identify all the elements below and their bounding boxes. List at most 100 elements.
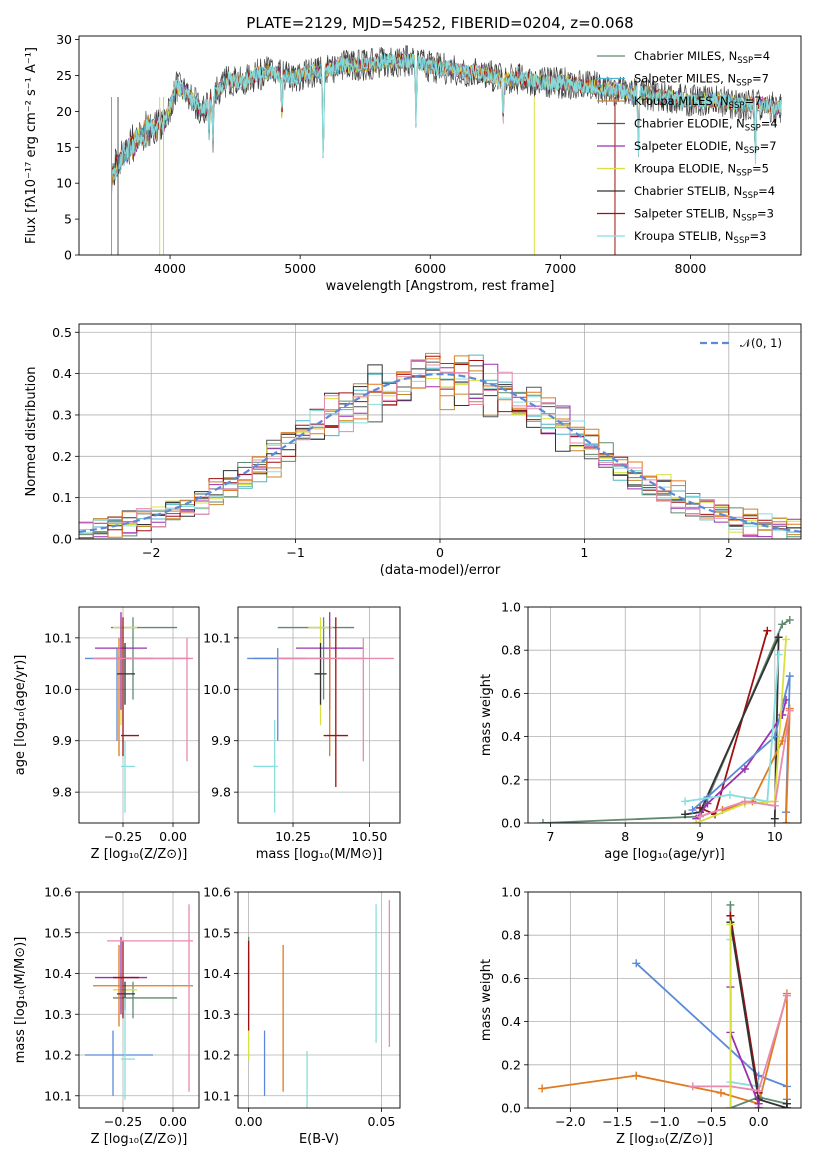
x-tick-label: 0.00 xyxy=(235,1114,263,1129)
mass-weight-point xyxy=(681,797,690,806)
y-tick-label: 0.0 xyxy=(52,532,72,547)
x-axis-label: Z [log₁₀(Z/Z⊙)] xyxy=(91,847,188,862)
y-tick-label: 10.6 xyxy=(203,885,231,900)
mass-weight-point xyxy=(770,814,779,823)
legend-entry-label: Salpeter MILES, NSSP=7 xyxy=(634,72,769,89)
x-axis-label: E(B-V) xyxy=(299,1132,339,1147)
legend-entry-label: Kroupa MILES, NSSP=7 xyxy=(634,94,761,111)
legend-entry-label: Kroupa ELODIE, NSSP=5 xyxy=(634,162,769,179)
legend-entry-name: Chabrier ELODIE, N xyxy=(634,117,745,131)
mass-weight-line-7 xyxy=(684,654,780,803)
mass-weight-line-9 xyxy=(699,710,791,818)
y-tick-label: 10.0 xyxy=(203,682,231,697)
legend-entry-subscript: SSP xyxy=(734,236,750,246)
y-tick-label: 10.6 xyxy=(44,885,72,900)
mass-weight-point xyxy=(740,797,749,806)
y-tick-label: 10.3 xyxy=(203,1007,231,1022)
legend-entry-count: =7 xyxy=(760,139,777,153)
plot-area xyxy=(85,612,193,813)
x-tick-label: 10.50 xyxy=(352,829,388,844)
mass-weight-point xyxy=(726,1104,735,1108)
plot-area xyxy=(538,615,794,823)
y-tick-label: 0.4 xyxy=(501,729,521,744)
panel-1: 4000 5000 6000 7000 8000 0 5 10 15 20 25 30 waveleng… xyxy=(24,14,802,294)
legend-entry-subscript: SSP xyxy=(742,191,758,201)
x-tick-label: 8000 xyxy=(675,261,707,276)
y-tick-label: 10.1 xyxy=(203,630,231,645)
histogram-series-11 xyxy=(79,359,801,539)
y-tick-label: 15 xyxy=(56,140,72,155)
x-tick-label: 0.00 xyxy=(159,829,187,844)
y-tick-label: 0 xyxy=(64,248,72,263)
y-tick-label: 0.6 xyxy=(501,686,521,701)
y-tick-label: 9.9 xyxy=(211,733,231,748)
plot-area xyxy=(538,900,791,1108)
y-tick-label: 0.2 xyxy=(52,449,72,464)
x-tick-label: 6000 xyxy=(414,261,446,276)
plot-area xyxy=(85,904,193,1100)
y-tick-label: 9.9 xyxy=(52,733,72,748)
legend-entry-name: Kroupa STELIB, N xyxy=(634,229,734,243)
mass-weight-point xyxy=(538,819,547,823)
y-tick-label: 9.8 xyxy=(52,785,72,800)
y-tick-label: 0.5 xyxy=(52,325,72,340)
axes-frame xyxy=(78,891,200,1109)
gaussian-reference-curve xyxy=(79,372,801,533)
axes-frame xyxy=(527,891,802,1109)
x-tick-label: −2.0 xyxy=(555,1114,585,1129)
panel-5: 7 8 9 10 0.0 0.2 0.4 0.6 0.8 1.0 age [log₁₀(age/yr… xyxy=(479,600,802,862)
legend-entry-subscript: SSP xyxy=(745,124,761,134)
x-tick-label: −1.0 xyxy=(649,1114,679,1129)
y-tick-label: 5 xyxy=(64,212,72,227)
y-tick-label: 0.2 xyxy=(501,772,521,787)
mass-weight-line-2 xyxy=(541,993,788,1108)
mass-weight-point xyxy=(754,1099,763,1108)
y-tick-label: 10.1 xyxy=(44,630,72,645)
plot-area xyxy=(247,900,391,1108)
y-tick-label: 20 xyxy=(56,104,72,119)
panel-2: −2 −1 0 1 2 0.0 0.1 0.2 0.3 0.4 0.5 (data-model)/er… xyxy=(24,323,802,578)
mass-weight-point xyxy=(778,620,787,629)
plot-area xyxy=(110,45,782,255)
axes-frame xyxy=(237,891,401,1109)
mass-weight-point xyxy=(632,1071,641,1080)
legend-entry-name: Kroupa MILES, N xyxy=(634,94,729,108)
x-axis-label: Z [log₁₀(Z/Z⊙)] xyxy=(616,1132,713,1147)
x-tick-label: −0.25 xyxy=(104,829,142,844)
panel-7: 0.00 0.05 10.1 10.2 10.3 10.4 10.5 10.6 E(B-V) xyxy=(203,885,401,1147)
x-tick-label: 1 xyxy=(580,545,588,560)
x-axis-label: wavelength [Angstrom, rest frame] xyxy=(326,279,555,294)
y-tick-label: 9.8 xyxy=(211,785,231,800)
legend-entry-subscript: SSP xyxy=(741,214,757,224)
x-axis-label: age [log₁₀(age/yr)] xyxy=(604,847,725,862)
x-tick-label: 0.00 xyxy=(159,1114,187,1129)
y-tick-label: 1.0 xyxy=(501,600,521,615)
legend-entry-name: Chabrier MILES, N xyxy=(634,49,737,63)
x-axis-label: Z [log₁₀(Z/Z⊙)] xyxy=(91,1132,188,1147)
mass-weight-point xyxy=(785,615,794,624)
spectrum-line-9 xyxy=(110,53,782,180)
legend-entry-label: Salpeter STELIB, NSSP=3 xyxy=(634,207,774,224)
legend-entry-subscript: SSP xyxy=(737,56,753,66)
legend-entry-subscript: SSP xyxy=(744,146,760,156)
chart-title: PLATE=2129, MJD=54252, FIBERID=0204, z=0… xyxy=(246,14,633,32)
y-tick-label: 0.4 xyxy=(501,1014,521,1029)
panel-8: −2.0 −1.5 −1.0 −0.5 0.0 0.0 0.2 0.4 0.6 0.8 1.0 Z [… xyxy=(479,885,802,1147)
axes-frame xyxy=(78,606,200,824)
axes-frame xyxy=(527,606,802,824)
x-tick-label: −0.25 xyxy=(104,1114,142,1129)
y-tick-label: 0.2 xyxy=(501,1057,521,1072)
mass-weight-point xyxy=(785,706,794,715)
mass-weight-point xyxy=(740,765,749,773)
y-tick-label: 0.8 xyxy=(501,928,521,943)
mass-weight-line-8 xyxy=(695,639,787,823)
y-tick-label: 10.4 xyxy=(44,966,72,981)
mass-weight-line-2 xyxy=(699,630,769,816)
mass-weight-point xyxy=(726,920,735,929)
y-tick-label: 25 xyxy=(56,68,72,83)
legend-entry-label: Chabrier MILES, NSSP=4 xyxy=(634,49,770,66)
legend-entry-subscript: SSP xyxy=(736,79,752,89)
legend-entry-name: Salpeter MILES, N xyxy=(634,72,736,86)
legend: 𝒩(0, 1) xyxy=(700,336,782,350)
legend-entry-subscript: SSP xyxy=(729,101,745,111)
